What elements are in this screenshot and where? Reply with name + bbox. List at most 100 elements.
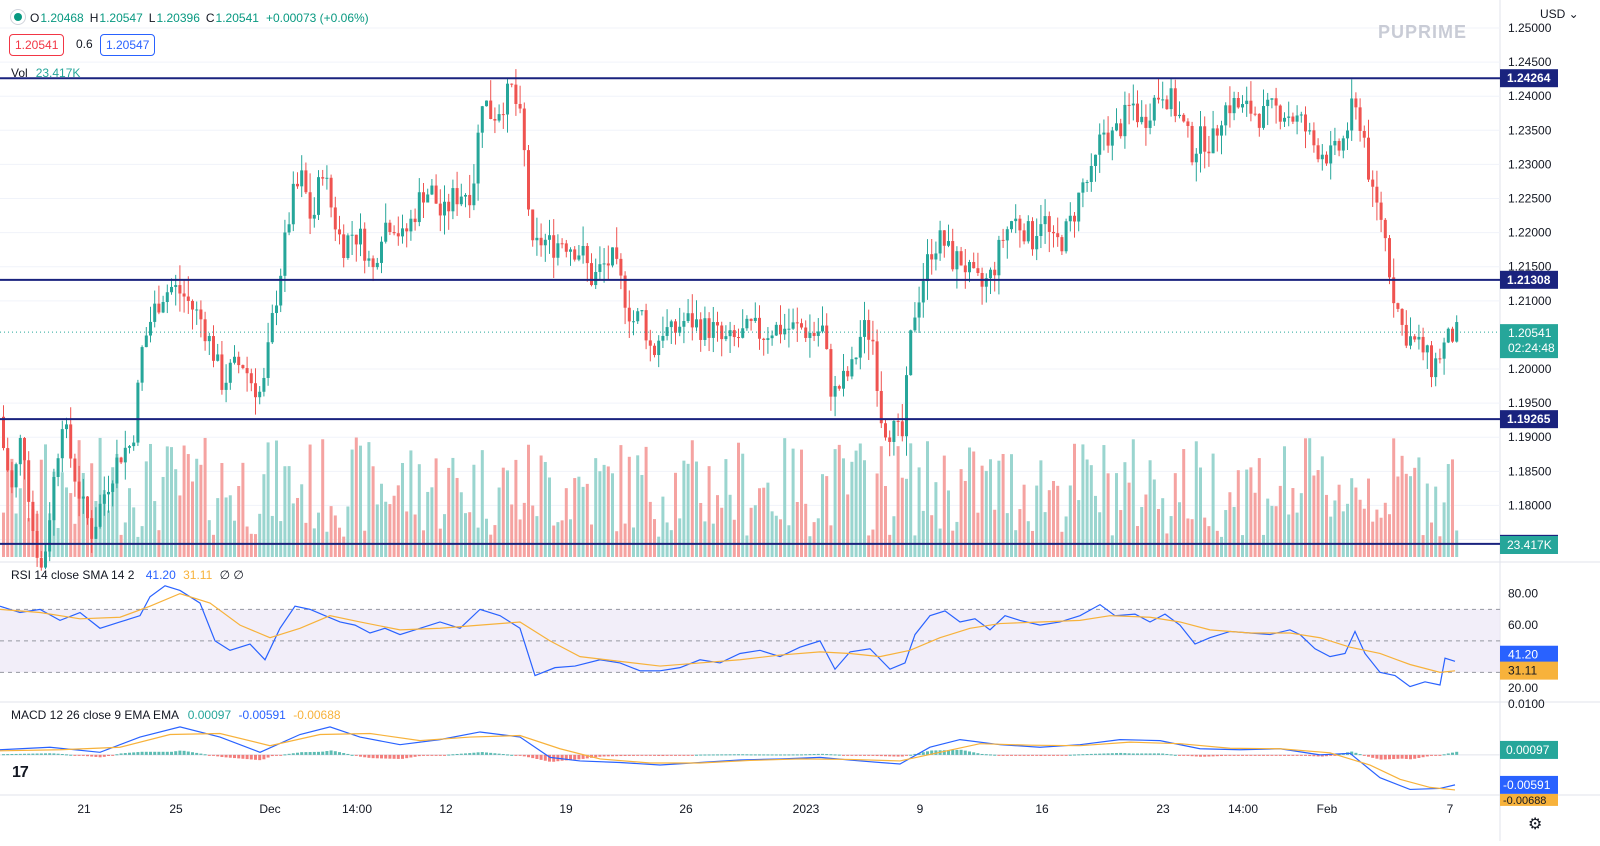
macd-hist-bar bbox=[674, 754, 677, 756]
gear-icon[interactable]: ⚙ bbox=[1528, 816, 1543, 833]
macd-hist-bar bbox=[371, 754, 375, 759]
candle-body bbox=[653, 345, 656, 356]
macd-hist-bar bbox=[661, 754, 665, 757]
candle-body bbox=[1325, 154, 1328, 164]
candle-body bbox=[955, 251, 959, 270]
candle-body bbox=[535, 237, 539, 241]
volume-badge bbox=[1500, 536, 1558, 554]
macd-hist-bar bbox=[98, 754, 102, 758]
macd-hist-bar bbox=[619, 754, 623, 757]
macd-hist-bar bbox=[1077, 754, 1081, 756]
volume-bar bbox=[1274, 506, 1278, 557]
macd-hist-bar bbox=[1245, 754, 1249, 756]
candle-body bbox=[287, 224, 291, 233]
candle-body bbox=[560, 243, 564, 245]
macd-hist-bar bbox=[598, 754, 602, 757]
rsi-ma-value: 31.11 bbox=[183, 568, 213, 582]
candle-body bbox=[909, 330, 913, 376]
volume-bar bbox=[191, 481, 194, 557]
candle-body bbox=[766, 338, 770, 340]
candle-body bbox=[854, 357, 858, 360]
macd-hist-bar bbox=[1173, 754, 1177, 756]
rsi-tick-label: 60.00 bbox=[1508, 618, 1538, 632]
volume-bar bbox=[1005, 513, 1009, 557]
currency-selector[interactable]: USD ⌄ bbox=[1540, 7, 1579, 21]
rsi-ma-badge bbox=[1500, 661, 1558, 680]
macd-hist-bar bbox=[1140, 753, 1144, 755]
candle-body bbox=[409, 218, 413, 232]
time-tick-label: 14:00 bbox=[1228, 802, 1258, 816]
macd-hist-bar bbox=[989, 754, 992, 756]
volume-bar bbox=[590, 524, 593, 557]
candle-body bbox=[464, 194, 467, 197]
tradingview-logo-icon[interactable]: 17 bbox=[12, 764, 29, 781]
macd-hist-bar bbox=[1190, 754, 1194, 757]
macd-hist-bar bbox=[1178, 754, 1181, 756]
volume-bar bbox=[707, 466, 711, 557]
candle-body bbox=[644, 310, 648, 341]
candle-body bbox=[1295, 115, 1299, 122]
candle-body bbox=[539, 237, 543, 246]
candle-body bbox=[86, 496, 89, 519]
macd-hist-bar bbox=[724, 754, 728, 756]
macd-hist-bar bbox=[363, 754, 367, 758]
volume-bar bbox=[930, 515, 934, 557]
candle-body bbox=[984, 278, 988, 287]
candle-body bbox=[686, 313, 690, 322]
volume-bar bbox=[1220, 536, 1223, 557]
macd-hist-bar bbox=[1228, 754, 1232, 756]
volume-bar bbox=[39, 459, 43, 557]
candle-body bbox=[165, 292, 169, 303]
candle-body bbox=[1346, 130, 1349, 139]
sell-price-button[interactable]: 1.20541 bbox=[9, 34, 65, 56]
buy-price-button[interactable]: 1.20547 bbox=[100, 34, 156, 56]
volume-bar bbox=[23, 440, 26, 557]
candle-body bbox=[1131, 103, 1135, 106]
volume-bar bbox=[1035, 485, 1039, 557]
volume-bar bbox=[682, 460, 686, 557]
macd-hist-bar bbox=[283, 754, 287, 756]
candle-body bbox=[102, 494, 106, 504]
macd-hist-bar bbox=[997, 754, 1001, 756]
volume-bar bbox=[1291, 488, 1295, 557]
volume-bar bbox=[308, 444, 312, 557]
macd-hist-bar bbox=[892, 754, 896, 757]
volume-bar bbox=[1409, 476, 1412, 557]
symbol-status-icon[interactable] bbox=[10, 9, 26, 25]
volume-bar bbox=[892, 516, 896, 557]
spread-value: 0.6 bbox=[76, 37, 93, 51]
macd-hist-bar bbox=[413, 754, 417, 757]
macd-hist-bar bbox=[321, 751, 325, 755]
macd-hist-bar bbox=[926, 751, 929, 755]
candle-body bbox=[317, 177, 320, 215]
volume-bar bbox=[296, 497, 299, 557]
macd-hist-bar bbox=[1236, 754, 1240, 756]
candle-body bbox=[1316, 145, 1320, 160]
time-tick-label: 19 bbox=[559, 802, 573, 816]
candle-body bbox=[1056, 233, 1060, 238]
volume-bar bbox=[174, 469, 178, 557]
volume-bar bbox=[254, 534, 257, 557]
volume-bar bbox=[321, 439, 325, 557]
candle-body bbox=[1085, 182, 1089, 184]
macd-hist-bar bbox=[254, 754, 257, 760]
candle-body bbox=[573, 249, 577, 260]
candle-body bbox=[451, 188, 455, 212]
candle-body bbox=[1005, 229, 1009, 241]
price-tick-label: 1.22000 bbox=[1508, 226, 1552, 240]
volume-bar bbox=[619, 445, 623, 557]
macd-hist-bar bbox=[1417, 754, 1421, 758]
candle-body bbox=[896, 420, 900, 422]
volume-bar bbox=[275, 440, 278, 557]
volume-bar bbox=[1228, 492, 1232, 557]
candle-body bbox=[510, 83, 514, 85]
volume-bar bbox=[976, 512, 980, 557]
macd-hist-bar bbox=[90, 754, 94, 757]
macd-hist-bar bbox=[711, 754, 715, 756]
macd-hist-bar bbox=[1278, 754, 1282, 756]
candle-body bbox=[178, 285, 182, 294]
macd-hist-bar bbox=[1354, 752, 1358, 755]
macd-hist-bar bbox=[296, 752, 299, 755]
